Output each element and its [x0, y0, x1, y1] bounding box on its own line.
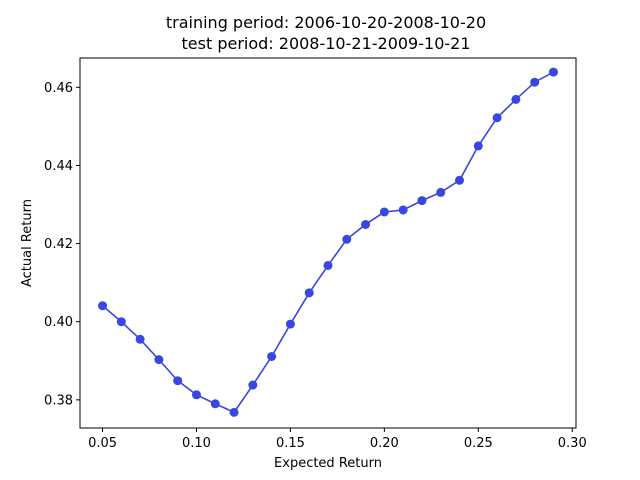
x-axis-ticks: 0.05 0.10 0.15 0.20 0.25 0.30	[88, 428, 587, 451]
plot-area	[98, 67, 558, 417]
data-point	[116, 317, 126, 327]
y-tick-label: 0.46	[44, 81, 73, 96]
y-tick-label: 0.38	[44, 393, 73, 408]
data-point	[135, 334, 145, 344]
data-point	[511, 94, 521, 104]
data-point	[229, 407, 239, 417]
data-point	[361, 219, 371, 229]
data-point	[98, 301, 108, 311]
x-tick-label: 0.30	[558, 436, 587, 451]
y-tick-label: 0.42	[44, 237, 73, 252]
x-axis-label: Expected Return	[274, 456, 382, 471]
chart-title: training period: 2006-10-20-2008-10-20	[166, 13, 486, 32]
data-point	[248, 380, 258, 390]
y-axis-label: Actual Return	[20, 199, 35, 287]
plot-frame	[79, 57, 577, 429]
chart-subtitle: test period: 2008-10-21-2009-10-21	[182, 34, 471, 53]
data-point	[173, 376, 183, 386]
y-tick-label: 0.40	[44, 315, 73, 330]
x-tick-label: 0.20	[370, 436, 399, 451]
data-point	[342, 234, 352, 244]
data-point	[492, 113, 502, 123]
data-point	[417, 196, 427, 206]
data-point	[548, 67, 558, 77]
x-tick-label: 0.10	[182, 436, 211, 451]
x-tick-label: 0.15	[276, 436, 305, 451]
data-point	[473, 141, 483, 151]
y-axis-ticks: 0.38 0.40 0.42 0.44 0.46	[44, 81, 80, 408]
data-point	[436, 187, 446, 197]
data-point	[530, 77, 540, 87]
x-tick-label: 0.25	[464, 436, 493, 451]
data-point	[191, 390, 201, 400]
data-point	[379, 207, 389, 217]
series-line	[102, 71, 554, 414]
data-point	[323, 260, 333, 270]
data-point	[304, 288, 314, 298]
data-point	[210, 399, 220, 409]
data-point	[285, 319, 295, 329]
x-tick-label: 0.05	[88, 436, 117, 451]
data-point	[455, 175, 465, 185]
data-point	[398, 205, 408, 215]
data-point	[154, 355, 164, 365]
data-point	[267, 352, 277, 362]
y-tick-label: 0.44	[44, 159, 73, 174]
